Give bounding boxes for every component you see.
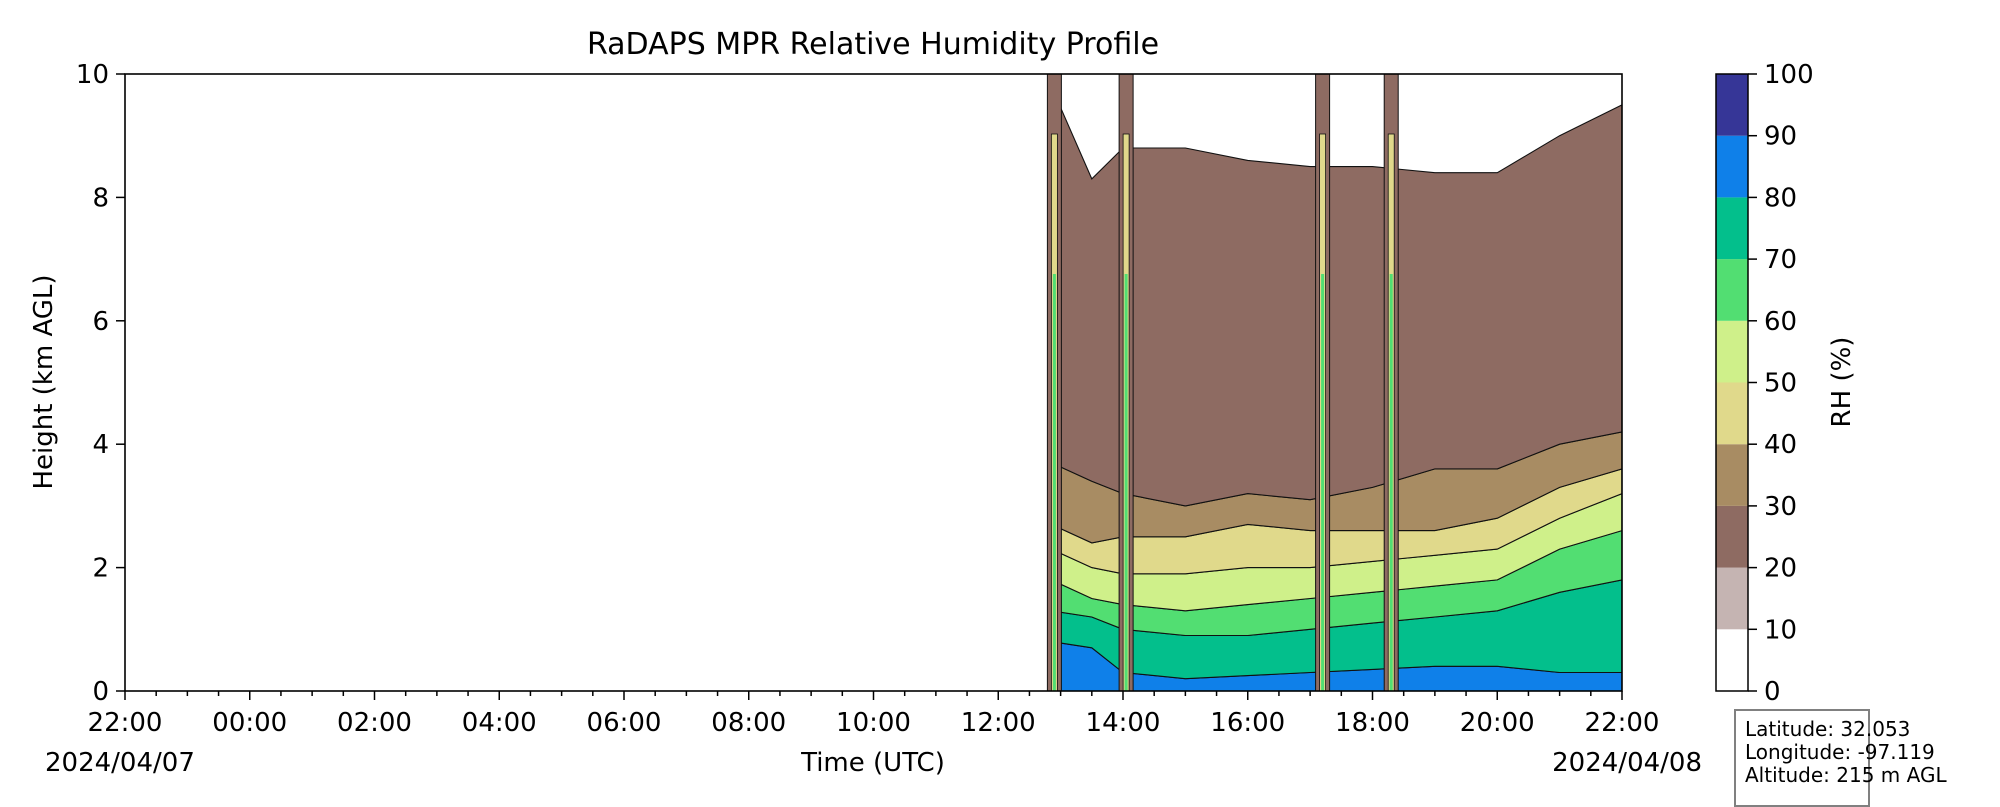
moist-column-1 xyxy=(1118,74,1134,691)
x-tick-label: 22:00 xyxy=(88,708,163,738)
latitude-text: Latitude: 32.053 xyxy=(1745,717,1911,741)
y-tick-label: 8 xyxy=(92,183,109,213)
chart-title: RaDAPS MPR Relative Humidity Profile xyxy=(587,27,1159,62)
x-tick-label: 16:00 xyxy=(1210,708,1285,738)
colorbar-tick-label: 80 xyxy=(1764,183,1797,213)
colorbar-tick-label: 90 xyxy=(1764,122,1797,152)
x-tick-label: 04:00 xyxy=(462,708,537,738)
x-tick-label: 02:00 xyxy=(337,708,412,738)
x-tick-label: 14:00 xyxy=(1086,708,1161,738)
rh-moist-columns xyxy=(1046,74,1399,691)
y-tick-label: 10 xyxy=(76,60,109,90)
x-tick-label: 10:00 xyxy=(836,708,911,738)
altitude-text: Altitude: 215 m AGL xyxy=(1745,763,1947,787)
colorbar: 0 10 20 30 40 50 60 70 80 90 100 xyxy=(1715,60,1814,707)
moist-column-3 xyxy=(1383,74,1399,691)
colorbar-tick-label: 20 xyxy=(1764,554,1797,584)
x-tick-label: 20:00 xyxy=(1460,708,1535,738)
colorbar-swatch xyxy=(1716,320,1748,383)
colorbar-swatch xyxy=(1716,135,1748,198)
colorbar-tick-label: 50 xyxy=(1764,369,1797,399)
x-end-date: 2024/04/08 xyxy=(1552,748,1702,778)
moist-column-0 xyxy=(1046,74,1062,691)
colorbar-tick-label: 30 xyxy=(1764,492,1797,522)
y-tick-label: 4 xyxy=(92,430,109,460)
rh-band-6 xyxy=(1050,86,1622,507)
y-axis: 0 2 4 6 8 10 xyxy=(76,60,125,707)
colorbar-tick-label: 40 xyxy=(1764,430,1797,460)
colorbar-tick-label: 0 xyxy=(1764,677,1781,707)
x-start-date: 2024/04/07 xyxy=(45,748,195,778)
x-tick-label: 00:00 xyxy=(212,708,287,738)
colorbar-tick-label: 10 xyxy=(1764,615,1797,645)
colorbar-tick-label: 60 xyxy=(1764,307,1797,337)
x-tick-label: 18:00 xyxy=(1335,708,1410,738)
colorbar-swatch xyxy=(1716,259,1748,321)
x-axis-label: Time (UTC) xyxy=(800,748,945,778)
colorbar-swatch xyxy=(1716,197,1748,260)
colorbar-label: RH (%) xyxy=(1827,337,1857,428)
colorbar-swatch xyxy=(1716,382,1748,445)
colorbar-swatch xyxy=(1716,74,1748,136)
colorbar-swatch xyxy=(1716,567,1748,630)
rh-contour-bands xyxy=(1050,86,1622,691)
x-tick-label: 06:00 xyxy=(587,708,662,738)
longitude-text: Longitude: -97.119 xyxy=(1745,740,1935,764)
x-tick-label: 12:00 xyxy=(961,708,1036,738)
y-axis-label: Height (km AGL) xyxy=(29,274,59,489)
colorbar-swatch xyxy=(1716,505,1748,568)
y-tick-label: 0 xyxy=(92,677,109,707)
colorbar-swatch xyxy=(1716,444,1748,506)
x-tick-label: 08:00 xyxy=(711,708,786,738)
y-tick-label: 2 xyxy=(92,554,109,584)
plot-area xyxy=(125,74,1622,691)
x-tick-label: 22:00 xyxy=(1585,708,1660,738)
colorbar-tick-label: 70 xyxy=(1764,245,1797,275)
x-axis: 22:00 00:00 02:00 04:00 06:00 08:00 10:00 12:00… xyxy=(88,691,1660,738)
colorbar-tick-label: 100 xyxy=(1764,60,1814,90)
y-tick-label: 6 xyxy=(92,307,109,337)
colorbar-swatch xyxy=(1716,629,1748,691)
moist-column-2 xyxy=(1315,74,1331,691)
station-info-box: Latitude: 32.053 Longitude: -97.119 Alti… xyxy=(1734,709,1947,807)
